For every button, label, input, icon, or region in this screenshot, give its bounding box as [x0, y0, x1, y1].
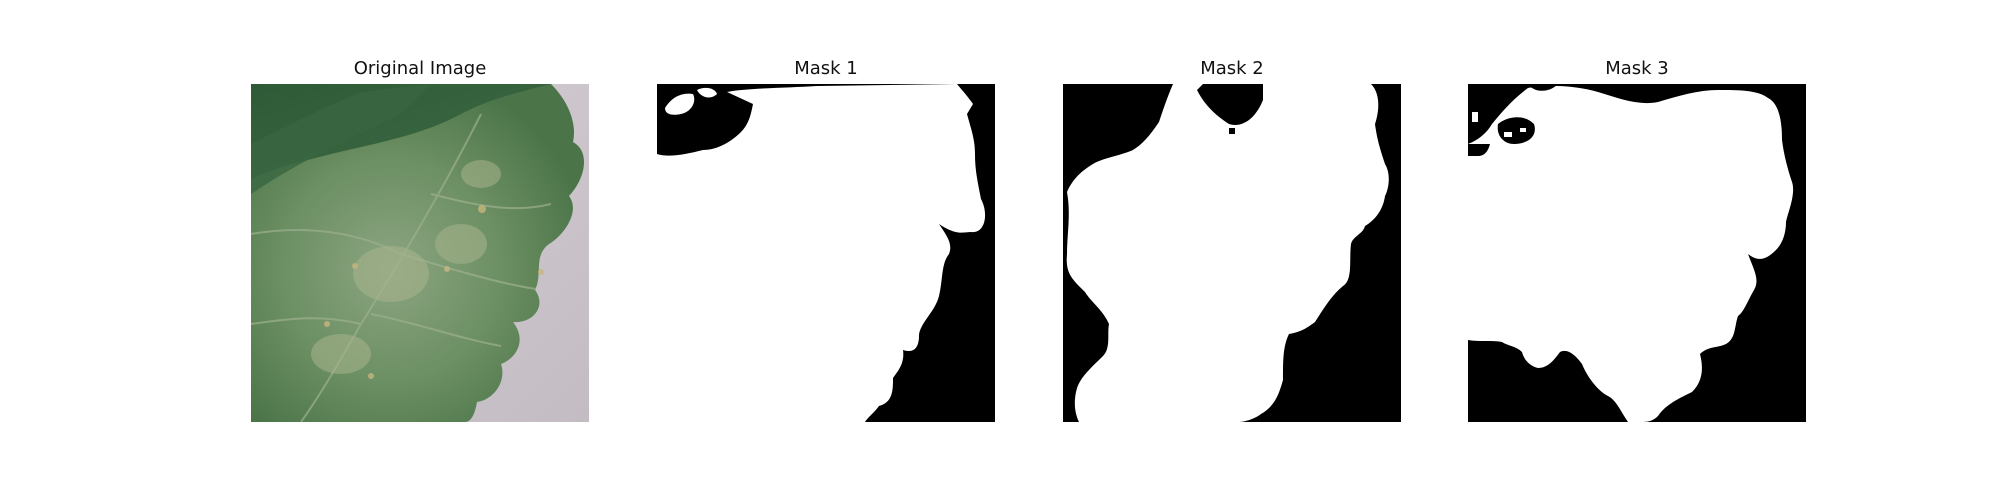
- mask-specks: [1472, 112, 1526, 137]
- mask-hole-small: [1229, 128, 1235, 134]
- mask-foreground: [657, 84, 986, 422]
- panel-title-mask-2: Mask 2: [1200, 58, 1264, 79]
- panel-mask-1: Mask 1: [657, 0, 995, 500]
- leaf-spots: [311, 160, 501, 374]
- panel-title-mask-3: Mask 3: [1605, 58, 1669, 79]
- mask-foreground: [1066, 84, 1389, 422]
- leaf-photo: [251, 84, 589, 422]
- mask-2-image: [1063, 84, 1401, 422]
- panel-mask-3: Mask 3: [1468, 0, 1806, 500]
- leaf-lesions: [324, 205, 544, 379]
- mask-holes: [1468, 84, 1558, 156]
- panel-title-mask-1: Mask 1: [794, 58, 858, 79]
- mask-3-image: [1468, 84, 1806, 422]
- mask-foreground: [1468, 85, 1794, 422]
- panel-title-original-image: Original Image: [353, 58, 487, 79]
- mask-1-image: [657, 84, 995, 422]
- panel-mask-2: Mask 2: [1063, 0, 1401, 500]
- leaf-dark-overlap: [251, 84, 431, 194]
- panel-original-image: Original Image: [251, 0, 589, 500]
- mask-specks: [657, 87, 727, 422]
